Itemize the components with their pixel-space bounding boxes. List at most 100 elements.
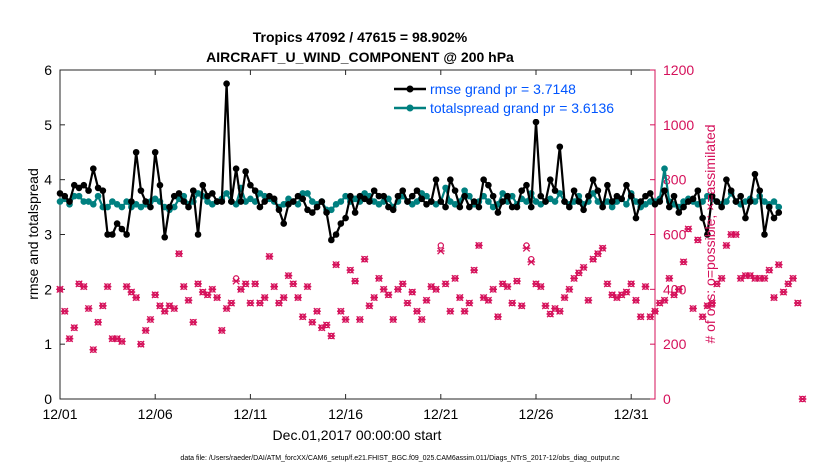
obs-assimilated-marker	[441, 280, 450, 288]
obs-assimilated-marker	[79, 282, 88, 291]
rmse-point	[475, 203, 483, 211]
rmse-point	[523, 181, 530, 189]
rmse-point	[90, 165, 97, 172]
obs-assimilated-marker	[170, 304, 179, 313]
obs-assimilated-marker	[408, 288, 417, 296]
obs-assimilated-marker	[694, 236, 702, 244]
obs-assimilated-marker	[484, 296, 493, 304]
obs-assimilated-marker	[260, 293, 269, 302]
rmse-point	[746, 198, 754, 205]
rmse-point	[618, 195, 625, 203]
rmse-point	[166, 203, 173, 211]
obs-assimilated-marker	[679, 258, 688, 266]
rmse-point	[261, 198, 268, 205]
rmse-point	[161, 233, 169, 241]
obs-assimilated-marker	[508, 299, 517, 307]
rmse-point	[328, 236, 335, 244]
totalspread-point	[94, 192, 102, 200]
obs-assimilated-marker	[789, 274, 797, 283]
x-tick-label: 12/11	[233, 406, 267, 422]
rmse-point	[109, 231, 116, 238]
rmse-point	[242, 168, 249, 175]
rmse-point	[442, 203, 449, 211]
totalspread-point	[508, 192, 516, 200]
obs-assimilated-marker	[451, 274, 459, 283]
obs-assimilated-marker	[294, 293, 302, 302]
rmse-point	[228, 198, 235, 205]
rmse-point	[413, 187, 421, 194]
obs-assimilated-marker	[475, 241, 483, 250]
rmse-point	[499, 198, 506, 205]
rmse-point	[670, 192, 678, 200]
rmse-point	[775, 209, 783, 216]
rmse-point	[680, 203, 687, 211]
rmse-point	[566, 203, 573, 211]
obs-assimilated-marker	[413, 307, 421, 315]
obs-assimilated-marker	[298, 313, 307, 321]
right-tick-label: 1000	[663, 117, 694, 133]
rmse-point	[299, 195, 307, 203]
rmse-point	[742, 214, 749, 222]
obs-assimilated-marker	[322, 321, 331, 329]
obs-assimilated-marker	[641, 282, 650, 291]
left-tick-label: 4	[44, 172, 52, 188]
rmse-point	[128, 198, 135, 205]
obs-assimilated-marker	[527, 258, 536, 266]
totalspread-point	[632, 198, 640, 205]
rmse-point	[665, 203, 673, 211]
left-axis: 0 1 2 3 4 5 6	[44, 62, 65, 407]
legend-rmse-marker	[406, 85, 414, 93]
left-tick-label: 1	[44, 336, 52, 352]
totalspread-point	[104, 203, 111, 211]
obs-assimilated-marker	[84, 304, 93, 313]
legend-rmse-label: rmse grand pr = 3.7148	[430, 81, 576, 97]
totalspread-point	[623, 201, 630, 208]
left-tick-label: 2	[44, 281, 52, 297]
obs-assimilated-marker	[622, 288, 631, 296]
totalspread-point	[80, 198, 88, 205]
obs-assimilated-marker	[489, 285, 497, 293]
totalspread-point	[608, 203, 616, 211]
obs-assimilated-marker	[793, 299, 802, 307]
obs-assimilated-marker	[665, 274, 674, 283]
rmse-point	[370, 187, 378, 194]
obs-assimilated-marker	[522, 244, 531, 252]
rmse-point	[532, 118, 540, 126]
rmse-point	[347, 192, 354, 200]
obs-assimilated-marker	[674, 285, 683, 293]
obs-assimilated-marker	[137, 340, 145, 348]
obs-assimilated-marker	[308, 318, 317, 326]
obs-assimilated-marker	[251, 280, 259, 288]
rmse-point	[451, 187, 459, 194]
totalspread-point	[551, 198, 559, 205]
obs-assimilated-marker	[341, 315, 350, 324]
rmse-point	[656, 198, 664, 205]
rmse-point	[575, 198, 583, 205]
rmse-point	[518, 187, 526, 194]
rmse-point	[513, 203, 521, 211]
rmse-point	[404, 198, 411, 205]
rmse-point	[332, 231, 340, 238]
rmse-point	[380, 192, 387, 200]
rmse-point	[480, 176, 487, 183]
rmse-point	[323, 209, 330, 216]
legend: rmse grand pr = 3.7148 totalspread grand…	[390, 77, 648, 119]
rmse-point	[737, 192, 744, 200]
obs-assimilated-marker	[579, 263, 588, 272]
totalspread-point	[304, 190, 311, 197]
rmse-point	[366, 198, 373, 205]
rmse-point	[218, 198, 226, 205]
chart-title-line2: AIRCRAFT_U_WIND_COMPONENT @ 200 hPa	[206, 49, 514, 65]
rmse-point	[675, 209, 683, 216]
obs-assimilated-marker	[175, 250, 183, 258]
obs-count-markers	[56, 225, 807, 403]
rmse-point	[508, 203, 516, 211]
rmse-point	[418, 195, 426, 203]
x-tick-label: 12/21	[423, 406, 458, 422]
rmse-point	[770, 214, 778, 222]
rmse-point	[427, 198, 435, 205]
obs-possible-marker	[437, 242, 444, 249]
obs-assimilated-marker	[141, 326, 150, 335]
obs-assimilated-marker	[332, 260, 340, 269]
rmse-point	[289, 198, 297, 205]
